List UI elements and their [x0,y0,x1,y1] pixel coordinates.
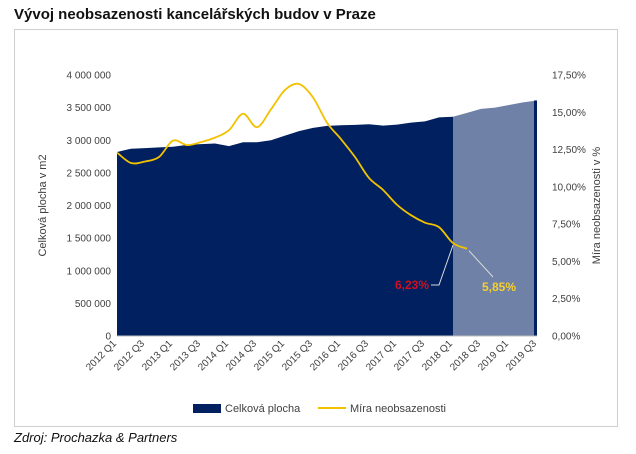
y-right-tick-label: 12,50% [552,145,586,156]
y-left-tick-label: 1 000 000 [67,266,112,277]
annotation-leader-yellow [468,250,494,278]
area-historic [117,116,453,336]
y-left-tick-label: 2 000 000 [67,201,112,212]
chart-title: Vývoj neobsazenosti kancelářských budov … [14,6,376,23]
y-right-tick-label: 17,50% [552,71,586,82]
y-right-tick-label: 5,00% [552,257,580,268]
chart-frame [14,29,618,427]
y-right-tick-label: 10,00% [552,182,586,193]
y-left-tick-label: 1 500 000 [67,234,112,245]
annotation-5-85: 5,85% [482,280,516,294]
vacancy-line [116,82,468,250]
y-right-tick-label: 2,50% [552,294,580,305]
annotation-6-23: 6,23% [395,278,429,292]
y-left-tick-label: 3 500 000 [67,103,112,114]
y-right-tick-label: 7,50% [552,220,580,231]
y-right-axis-title: Míra neobsazenosti v % [591,147,603,265]
legend-label-area: Celková plocha [225,403,301,415]
y-left-tick-label: 500 000 [75,299,112,310]
area-edge [534,100,537,336]
legend-swatch-area [193,404,221,413]
x-tick-label: 2019 Q3 [504,338,539,373]
legend-label-line: Míra neobsazenosti [350,403,446,415]
area-forecast [453,100,537,336]
y-left-tick-label: 3 000 000 [67,136,112,147]
y-left-tick-label: 4 000 000 [67,71,112,82]
y-left-tick-label: 0 [105,332,111,343]
y-right-tick-label: 0,00% [552,332,580,343]
source-note: Zdroj: Prochazka & Partners [14,430,178,445]
annotation-leader-red [431,244,454,286]
y-right-tick-label: 15,00% [552,108,586,119]
y-left-axis-title: Celková plocha v m2 [37,154,49,256]
y-left-tick-label: 2 500 000 [67,168,112,179]
